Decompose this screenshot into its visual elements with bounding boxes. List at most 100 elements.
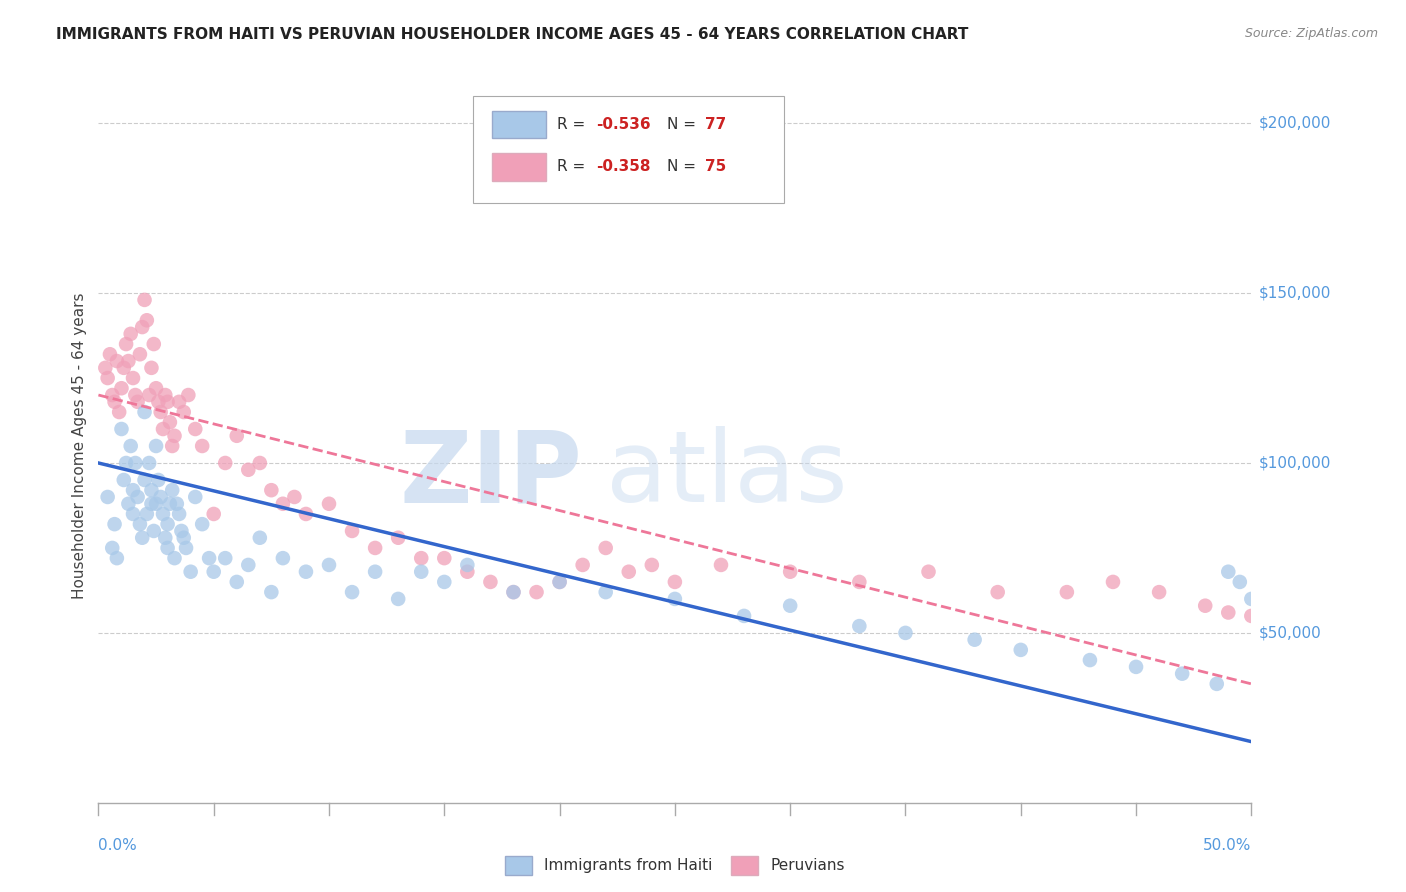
Point	[987, 585, 1010, 599]
Point	[295, 507, 318, 521]
Point	[617, 565, 640, 579]
Point	[548, 574, 571, 589]
Text: Source: ZipAtlas.com: Source: ZipAtlas.com	[1244, 27, 1378, 40]
Point	[502, 585, 524, 599]
Point	[173, 405, 195, 419]
Text: N =: N =	[666, 159, 700, 174]
Point	[145, 497, 167, 511]
Point	[131, 531, 153, 545]
Text: IMMIGRANTS FROM HAITI VS PERUVIAN HOUSEHOLDER INCOME AGES 45 - 64 YEARS CORRELAT: IMMIGRANTS FROM HAITI VS PERUVIAN HOUSEH…	[56, 27, 969, 42]
Point	[166, 497, 188, 511]
Point	[779, 565, 801, 579]
Point	[110, 422, 132, 436]
Point	[191, 439, 214, 453]
Point	[260, 585, 283, 599]
Point	[260, 483, 283, 498]
Point	[148, 394, 170, 409]
Point	[155, 531, 177, 545]
Point	[101, 541, 124, 555]
Point	[134, 473, 156, 487]
Point	[1205, 677, 1227, 691]
Point	[149, 405, 172, 419]
Point	[1286, 643, 1309, 657]
Point	[155, 388, 177, 402]
Point	[105, 551, 128, 566]
Text: $50,000: $50,000	[1258, 625, 1322, 640]
Point	[1171, 666, 1194, 681]
Point	[152, 422, 174, 436]
Point	[1251, 599, 1274, 613]
Text: 75: 75	[704, 159, 725, 174]
Point	[101, 388, 124, 402]
Point	[97, 371, 120, 385]
Point	[108, 405, 131, 419]
Point	[120, 439, 142, 453]
Point	[145, 381, 167, 395]
Text: $100,000: $100,000	[1258, 456, 1330, 470]
Point	[135, 507, 157, 521]
Point	[120, 326, 142, 341]
Point	[710, 558, 733, 572]
FancyBboxPatch shape	[492, 112, 546, 138]
Point	[479, 574, 502, 589]
Point	[131, 320, 153, 334]
FancyBboxPatch shape	[472, 96, 785, 203]
Point	[173, 531, 195, 545]
Point	[163, 551, 186, 566]
Point	[163, 429, 186, 443]
Point	[1240, 608, 1263, 623]
Point	[156, 541, 179, 555]
Point	[411, 551, 433, 566]
Point	[1010, 643, 1032, 657]
Point	[318, 497, 340, 511]
Point	[238, 558, 260, 572]
Point	[917, 565, 939, 579]
Point	[115, 337, 138, 351]
Point	[433, 551, 456, 566]
FancyBboxPatch shape	[492, 153, 546, 180]
Point	[1275, 632, 1298, 647]
Point	[97, 490, 120, 504]
Point	[595, 541, 617, 555]
Point	[1263, 626, 1285, 640]
Point	[191, 517, 214, 532]
Point	[571, 558, 593, 572]
Point	[141, 483, 163, 498]
Point	[103, 517, 125, 532]
Text: -0.536: -0.536	[596, 118, 651, 132]
Point	[526, 585, 548, 599]
Point	[664, 591, 686, 606]
Point	[963, 632, 986, 647]
Point	[142, 337, 165, 351]
Point	[105, 354, 128, 368]
Point	[112, 473, 135, 487]
Point	[156, 517, 179, 532]
Point	[1229, 574, 1251, 589]
Text: N =: N =	[666, 118, 700, 132]
Point	[340, 585, 363, 599]
Text: 77: 77	[704, 118, 725, 132]
Point	[238, 463, 260, 477]
Point	[129, 517, 152, 532]
Text: 0.0%: 0.0%	[98, 838, 138, 854]
Point	[184, 490, 207, 504]
Point	[387, 591, 409, 606]
Point	[98, 347, 121, 361]
Point	[159, 497, 181, 511]
Point	[271, 551, 294, 566]
Point	[124, 388, 146, 402]
Point	[1102, 574, 1125, 589]
Point	[152, 507, 174, 521]
Point	[127, 394, 149, 409]
Point	[141, 360, 163, 375]
Point	[456, 558, 478, 572]
Point	[1147, 585, 1170, 599]
Point	[387, 531, 409, 545]
Point	[177, 388, 200, 402]
Text: ZIP: ZIP	[399, 426, 582, 523]
Point	[733, 608, 755, 623]
Point	[117, 354, 139, 368]
Point	[1263, 694, 1285, 708]
Point	[148, 473, 170, 487]
Point	[167, 507, 190, 521]
